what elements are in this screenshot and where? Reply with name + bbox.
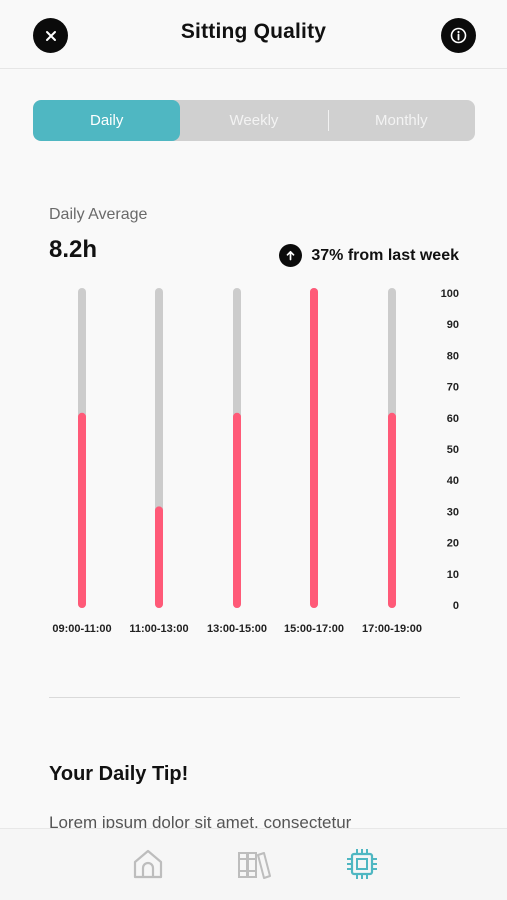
y-tick-label: 50	[447, 444, 459, 456]
x-tick-label: 13:00-15:00	[207, 623, 267, 635]
info-icon	[450, 27, 467, 44]
x-tick-label: 09:00-11:00	[52, 623, 111, 635]
tab-monthly[interactable]: Monthly	[375, 112, 428, 129]
tab-divider	[328, 110, 329, 131]
info-button[interactable]	[441, 18, 476, 53]
tab-daily[interactable]: Daily	[33, 100, 181, 141]
home-icon	[133, 849, 163, 879]
trend-text: 37% from last week	[311, 246, 459, 264]
page-title: Sitting Quality	[180, 20, 327, 43]
x-tick-label: 15:00-17:00	[284, 623, 344, 635]
section-divider	[49, 697, 460, 698]
y-tick-label: 40	[447, 475, 459, 487]
x-tick-label: 17:00-19:00	[362, 623, 422, 635]
y-tick-label: 80	[447, 350, 459, 362]
close-icon	[45, 30, 56, 41]
nav-device[interactable]	[345, 847, 379, 881]
y-tick-label: 100	[441, 288, 459, 300]
sitting-quality-chart: 09:00-11:00 11:00-13:00 13:00-15:00 15:00-1…	[52, 288, 459, 635]
y-tick-label: 10	[447, 569, 459, 581]
daily-average-label: Daily Average	[49, 206, 148, 223]
period-tabs: Daily Weekly Monthly	[33, 100, 475, 141]
nav-library[interactable]	[237, 847, 271, 881]
y-tick-label: 20	[447, 538, 459, 550]
x-tick-label: 11:00-13:00	[129, 623, 188, 635]
y-tick-label: 60	[447, 413, 459, 425]
tip-title: Your Daily Tip!	[49, 763, 189, 785]
bottom-nav	[0, 828, 507, 900]
y-tick-label: 0	[453, 600, 459, 612]
arrow-up-icon	[279, 244, 303, 267]
y-tick-label: 90	[447, 319, 459, 331]
y-tick-label: 70	[447, 382, 459, 394]
tip-body: Lorem ipsum dolor sit amet, consectetur	[49, 813, 352, 832]
trend-indicator: 37% from last week	[279, 244, 459, 267]
y-tick-label: 30	[447, 506, 459, 518]
library-icon	[238, 852, 271, 879]
chip-icon	[347, 849, 377, 879]
header-bar: Sitting Quality	[0, 0, 507, 69]
close-button[interactable]	[33, 18, 68, 53]
tab-weekly[interactable]: Weekly	[229, 112, 279, 129]
nav-home[interactable]	[131, 847, 165, 881]
daily-average-value: 8.2h	[49, 236, 98, 263]
